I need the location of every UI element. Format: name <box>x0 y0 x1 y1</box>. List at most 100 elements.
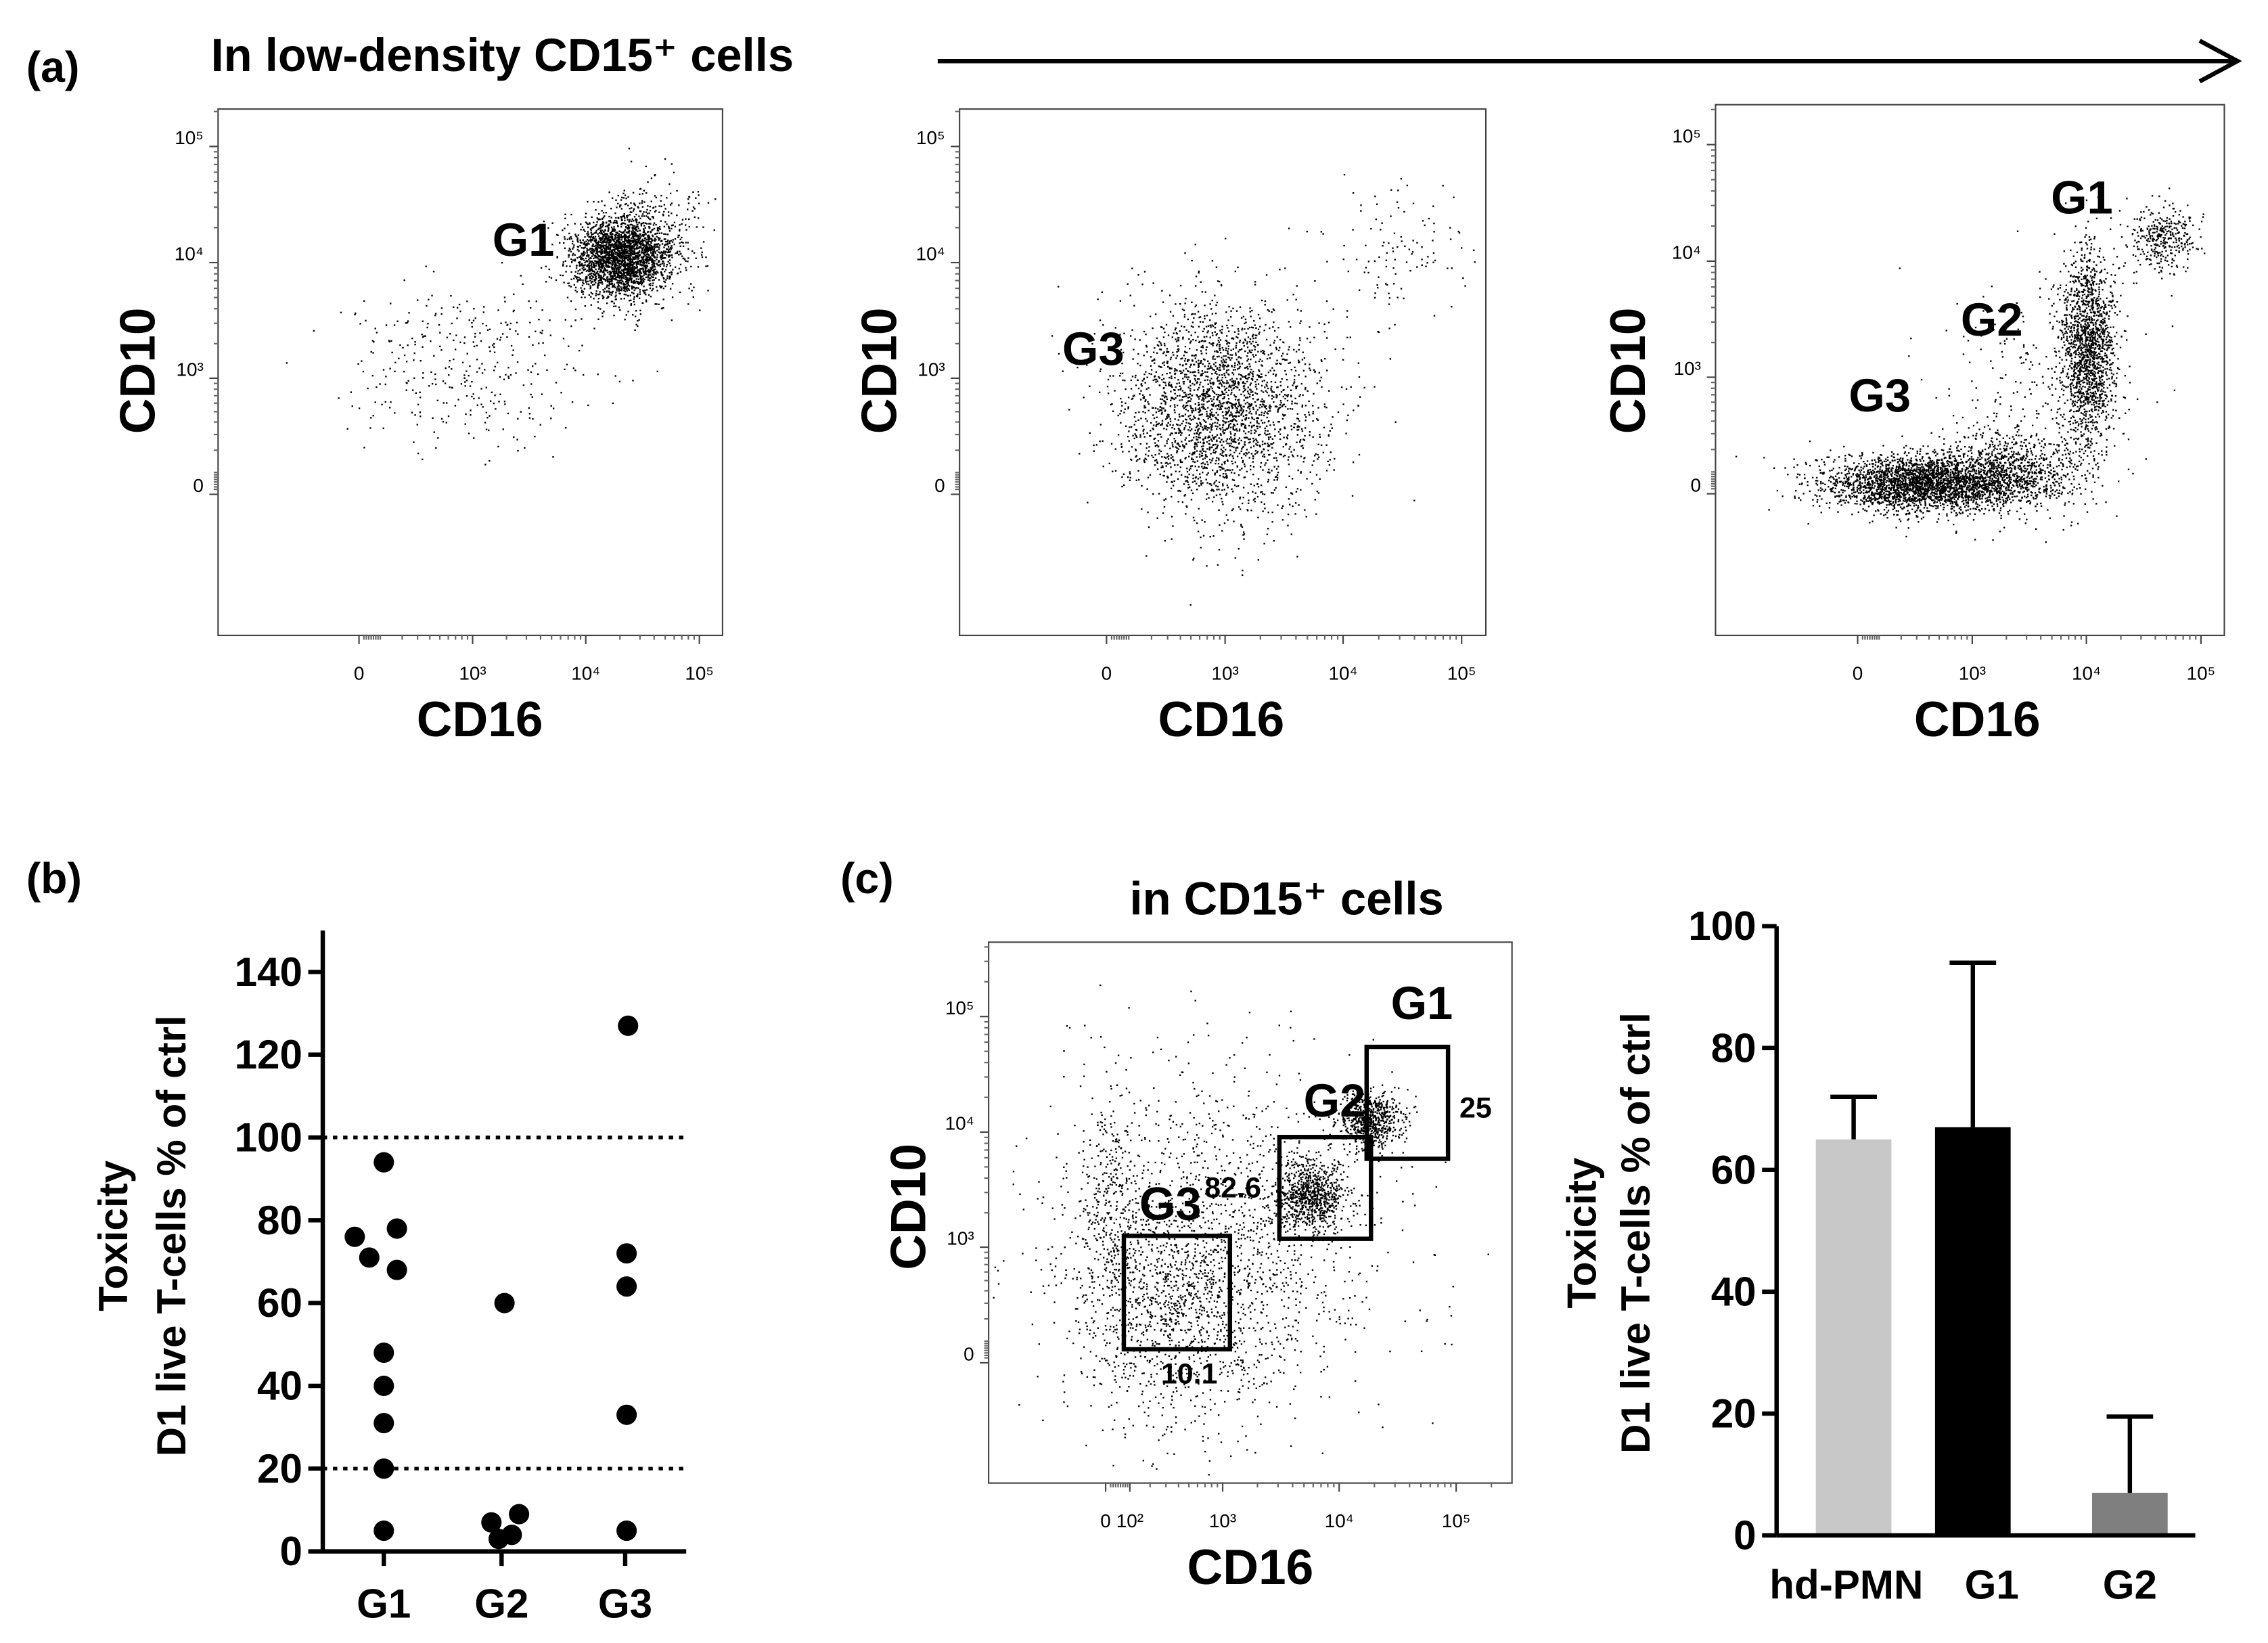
event-dot <box>1226 343 1228 345</box>
event-dot <box>1277 466 1279 468</box>
event-dot <box>1160 424 1162 426</box>
event-dot <box>1219 330 1221 332</box>
event-dot <box>1237 328 1240 330</box>
event-dot <box>629 234 631 236</box>
event-dot <box>1191 465 1194 467</box>
event-dot <box>1294 502 1297 504</box>
event-dot <box>594 240 596 243</box>
event-dot <box>528 300 530 302</box>
event-dot <box>1221 466 1223 468</box>
event-dot <box>1194 357 1196 359</box>
event-dot <box>1212 422 1214 424</box>
event-dot <box>1179 460 1182 462</box>
event-dot <box>1215 416 1217 419</box>
event-dot <box>572 367 574 369</box>
event-dot <box>671 224 673 227</box>
event-dot <box>1222 359 1225 361</box>
event-dot <box>1154 459 1156 462</box>
event-dot <box>584 246 586 248</box>
event-dot <box>1145 371 1147 373</box>
event-dot <box>601 258 604 261</box>
event-dot <box>1244 432 1247 434</box>
event-dot <box>707 202 710 204</box>
event-dot <box>1328 321 1330 323</box>
event-dot <box>665 265 668 268</box>
event-dot <box>1238 547 1240 550</box>
event-dot <box>1223 397 1225 399</box>
event-dot <box>1264 427 1266 430</box>
event-dot <box>671 227 673 230</box>
event-dot <box>648 248 650 250</box>
event-dot <box>1177 424 1179 426</box>
event-dot <box>1185 437 1187 439</box>
event-dot <box>1359 396 1361 398</box>
event-dot <box>633 225 635 227</box>
event-dot <box>649 256 651 258</box>
event-dot <box>633 292 635 295</box>
event-dot <box>1179 330 1181 332</box>
event-dot <box>1164 331 1166 334</box>
event-dot <box>637 282 640 284</box>
event-dot <box>1240 450 1242 453</box>
event-dot <box>683 257 685 259</box>
event-dot <box>1275 487 1277 489</box>
event-dot <box>1173 354 1175 356</box>
event-dot <box>1283 358 1285 361</box>
event-dot <box>500 322 502 324</box>
event-dot <box>618 241 620 243</box>
event-dot <box>623 290 625 292</box>
event-dot <box>1206 441 1208 443</box>
event-dot <box>1226 459 1229 462</box>
event-dot <box>1211 387 1213 390</box>
event-dot <box>604 260 606 263</box>
event-dot <box>612 233 614 235</box>
event-dot <box>1209 324 1212 326</box>
event-dot <box>593 270 595 273</box>
event-dot <box>1346 419 1348 422</box>
event-dot <box>1172 485 1175 487</box>
event-dot <box>1162 328 1165 330</box>
event-dot <box>618 290 620 292</box>
event-dot <box>1297 428 1300 431</box>
event-dot <box>1210 418 1212 420</box>
event-dot <box>652 279 654 282</box>
event-dot <box>373 341 375 343</box>
event-dot <box>612 245 614 247</box>
event-dot <box>1221 464 1223 466</box>
event-dot <box>1193 355 1196 357</box>
event-dot <box>627 271 629 273</box>
event-dot <box>615 264 617 267</box>
event-dot <box>493 369 495 372</box>
event-dot <box>1192 360 1194 362</box>
event-dot <box>1163 361 1165 363</box>
event-dot <box>586 283 588 285</box>
event-dot <box>615 294 617 296</box>
event-dot <box>612 229 614 232</box>
event-dot <box>1131 398 1133 400</box>
event-dot <box>698 202 700 204</box>
event-dot <box>405 361 408 363</box>
event-dot <box>1302 438 1305 441</box>
event-dot <box>677 272 679 275</box>
event-dot <box>611 300 614 302</box>
event-dot <box>620 263 622 265</box>
event-dot <box>1273 479 1275 481</box>
event-dot <box>1252 327 1254 329</box>
event-dot <box>588 270 590 273</box>
event-dot <box>1192 458 1194 461</box>
event-dot <box>599 308 602 310</box>
event-dot <box>1190 499 1193 501</box>
event-dot <box>1276 395 1278 397</box>
event-dot <box>637 260 639 263</box>
event-dot <box>494 365 496 367</box>
event-dot <box>613 314 615 317</box>
event-dot <box>1120 422 1122 424</box>
event-dot <box>604 279 607 281</box>
event-dot <box>648 239 650 241</box>
event-dot <box>1221 360 1223 362</box>
event-dot <box>1235 415 1237 418</box>
event-dot <box>646 264 648 267</box>
event-dot <box>1201 449 1204 451</box>
event-dot <box>1275 375 1277 377</box>
event-dot <box>635 218 637 220</box>
